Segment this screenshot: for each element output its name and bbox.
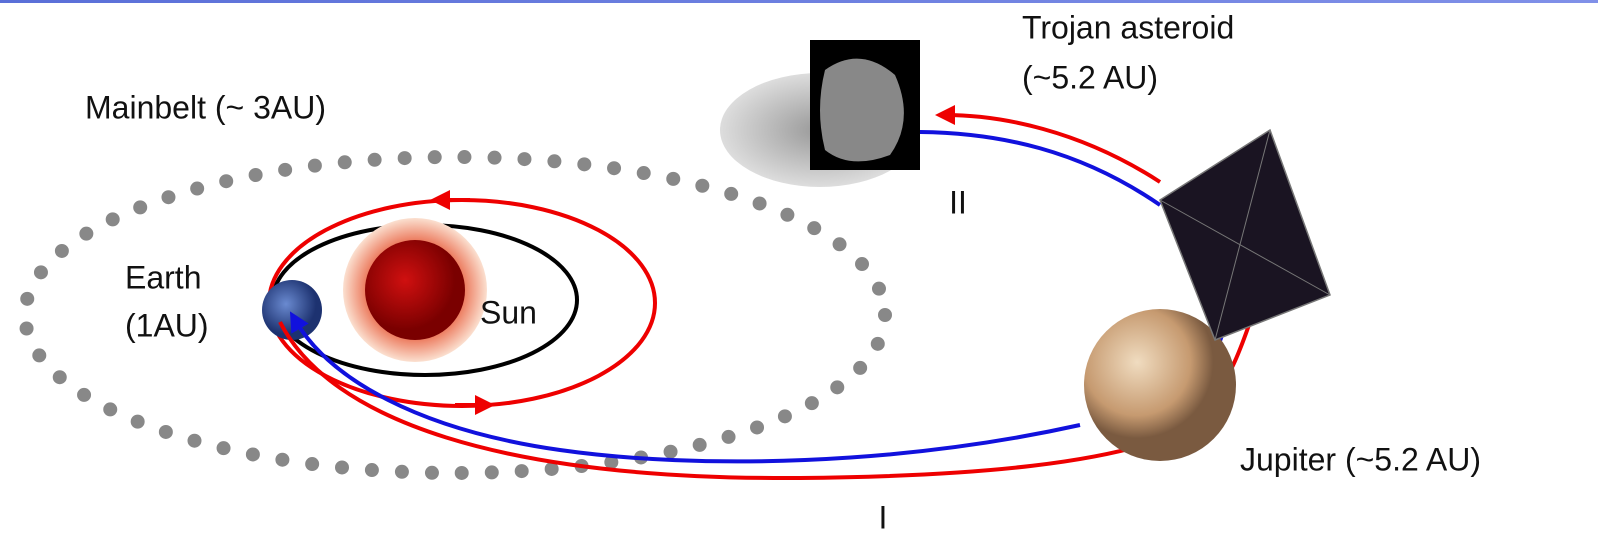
diagram: Trojan asteroid (~5.2 AU) Mainbelt (~ 3AU)…: [0, 0, 1598, 548]
label: (1AU): [125, 307, 209, 343]
earth: [262, 280, 322, 340]
sun: [365, 240, 465, 340]
label: Sun: [480, 294, 537, 330]
solar-sail: [1160, 130, 1330, 340]
label: Jupiter (~5.2 AU): [1240, 441, 1481, 477]
label: Earth: [125, 259, 201, 295]
trajectory-red: [945, 115, 1160, 182]
label: I: [879, 499, 888, 535]
label: II: [949, 184, 967, 220]
label: (~5.2 AU): [1022, 59, 1158, 95]
label: Mainbelt (~ 3AU): [85, 89, 326, 125]
asteroid: [820, 59, 904, 162]
top-bar: [0, 0, 1598, 3]
label: Trojan asteroid: [1022, 9, 1234, 45]
